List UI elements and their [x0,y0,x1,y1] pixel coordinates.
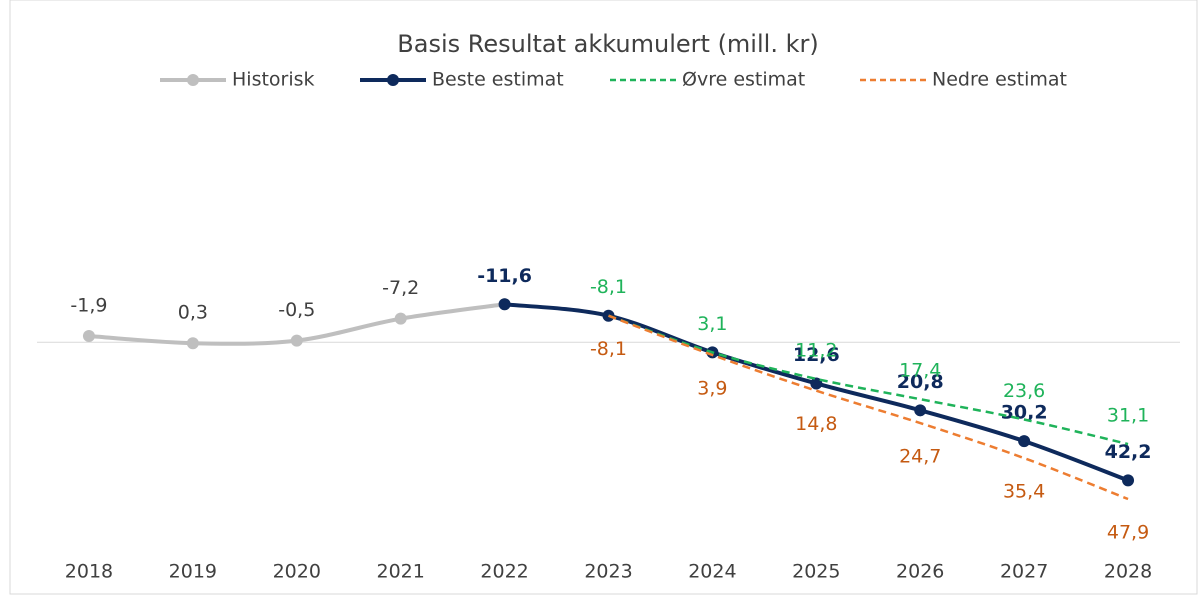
series-line [608,314,1129,501]
data-label: -0,5 [278,299,315,321]
data-label: -11,6 [477,265,532,287]
data-label: -1,9 [70,295,107,317]
data-label: 23,6 [1003,380,1045,402]
x-tick-label: 2021 [377,561,425,583]
data-label: 24,7 [899,446,941,468]
data-label: 20,8 [897,371,944,393]
data-point [1018,435,1031,448]
data-point [186,337,199,350]
data-label: -8,1 [590,338,627,360]
data-label: 11,2 [795,339,837,361]
data-label: 31,1 [1107,405,1149,427]
data-point [914,404,927,417]
data-label: 42,2 [1105,441,1152,463]
legend-marker [187,74,199,86]
legend-label: Historisk [232,69,315,91]
data-point [394,312,407,325]
data-label: 3,9 [697,377,727,399]
legend-label: Nedre estimat [932,69,1067,91]
x-tick-label: 2027 [1000,561,1048,583]
data-label: 14,8 [795,413,837,435]
x-tick-label: 2024 [688,561,736,583]
data-label: 47,9 [1107,522,1149,544]
x-tick-label: 2022 [480,561,528,583]
x-tick-label: 2019 [169,561,217,583]
x-tick-label: 2028 [1104,561,1152,583]
data-point [82,330,95,343]
data-point [810,377,823,390]
x-tick-label: 2026 [896,561,944,583]
series-line [608,314,1129,446]
data-label: 35,4 [1003,481,1045,503]
data-label: 12,6 [793,344,840,366]
legend-marker [387,74,399,86]
x-tick-label: 2023 [584,561,632,583]
data-label: -8,1 [590,276,627,298]
x-tick-label: 2018 [65,561,113,583]
chart-title: Basis Resultat akkumulert (mill. kr) [397,30,818,58]
legend-label: Øvre estimat [682,69,805,91]
chart-frame [9,0,1198,595]
data-label: 3,1 [697,313,727,335]
data-point [498,298,511,311]
data-point [290,334,303,347]
data-label: 17,4 [899,360,941,382]
x-tick-label: 2025 [792,561,840,583]
data-label: 0,3 [178,302,208,324]
x-tick-label: 2020 [273,561,321,583]
data-label: -7,2 [382,277,419,299]
data-point [1122,474,1135,487]
legend-label: Beste estimat [432,69,564,91]
